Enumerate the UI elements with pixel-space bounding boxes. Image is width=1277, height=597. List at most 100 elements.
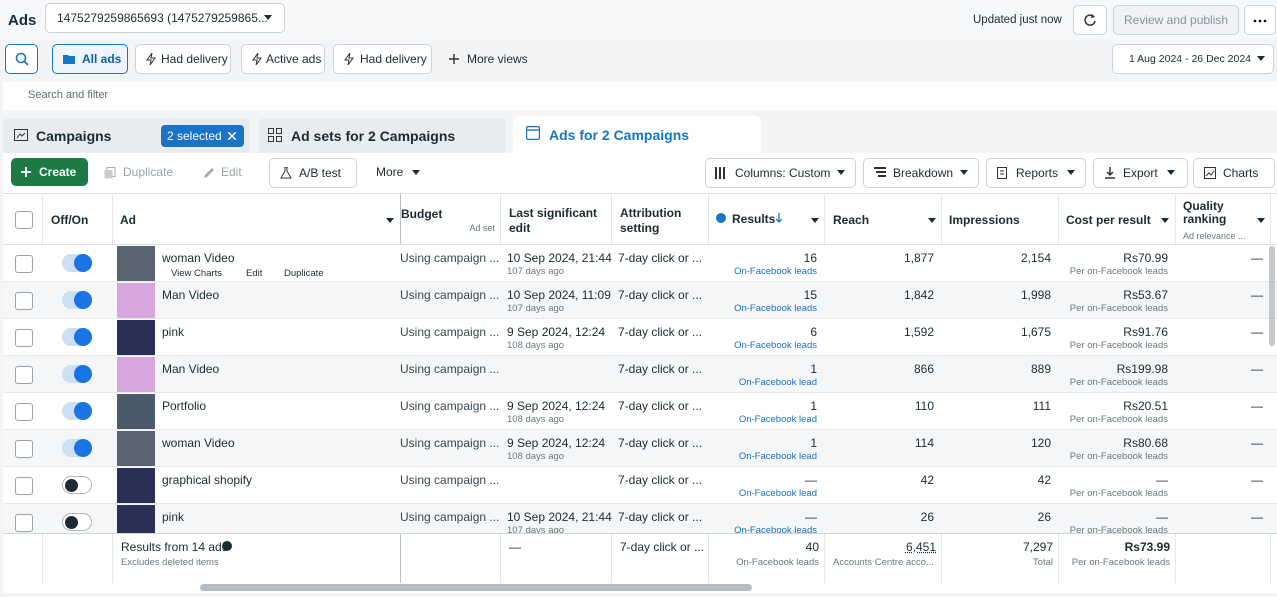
more-menu-button[interactable]: [1244, 5, 1276, 35]
ad-name[interactable]: Man Video: [162, 288, 220, 302]
publish-text: Review and publish: [1124, 13, 1229, 27]
checkbox[interactable]: [15, 292, 33, 310]
ad-name[interactable]: Portfolio: [162, 399, 207, 413]
cost-label: Per on-Facebook leads: [1069, 303, 1168, 314]
cost-value: Rs199.98: [1116, 362, 1168, 376]
vertical-scrollbar[interactable]: [1269, 246, 1275, 346]
tab-ad-sets[interactable]: [259, 118, 506, 153]
charts-button[interactable]: Charts: [1193, 158, 1275, 188]
toggle[interactable]: [62, 365, 92, 383]
quality-value: —: [1251, 399, 1263, 413]
ad-name[interactable]: graphical shopify: [162, 473, 253, 487]
ads-table: Off/On Ad Budget Ad set Last significant edi…: [3, 193, 1277, 583]
budget-cell: Using campaign ...: [400, 288, 500, 302]
checkbox[interactable]: [15, 403, 33, 421]
checkbox[interactable]: [15, 255, 33, 273]
footer-results: 40: [805, 540, 819, 554]
footer-impressions-label: Total: [1032, 557, 1053, 568]
budget-cell: Using campaign ...: [400, 362, 500, 376]
reach-value: 114: [914, 436, 934, 450]
info-icon: [222, 541, 232, 551]
view-active-ads[interactable]: Active ads: [241, 44, 325, 74]
toggle[interactable]: [62, 513, 92, 531]
ad-action[interactable]: View Charts: [171, 268, 223, 279]
button-text: More: [376, 165, 404, 179]
selected-pill[interactable]: 2 selected: [161, 125, 244, 147]
breakdown-icon: [874, 167, 886, 177]
toggle[interactable]: [62, 328, 92, 346]
toggle[interactable]: [62, 476, 92, 494]
ad-name[interactable]: pink: [162, 325, 185, 339]
view-all-ads[interactable]: All ads: [52, 44, 128, 74]
caret: [1067, 170, 1075, 175]
attribution-cell: 7-day click or ...: [618, 362, 703, 376]
more-views[interactable]: More views: [467, 52, 528, 66]
cost-label: Per on-Facebook leads: [1069, 414, 1168, 425]
tab-ads[interactable]: [513, 116, 761, 156]
tab-label: Campaigns: [36, 128, 112, 144]
checkbox[interactable]: [15, 366, 33, 384]
toggle[interactable]: [62, 291, 92, 309]
columns-button[interactable]: Columns: Custom: [705, 158, 856, 188]
ad-name[interactable]: Man Video: [162, 362, 220, 376]
ad-action[interactable]: Duplicate: [284, 268, 324, 279]
dots-icon: [1253, 19, 1267, 23]
table-row: Man Video Using campaign ... 10 Sep 2024, …: [3, 282, 1277, 319]
table-row: Portfolio Using campaign ... 9 Sep 2024, 1…: [3, 393, 1277, 430]
view-had-delivery[interactable]: Had delivery: [135, 44, 231, 74]
view-label: All ads: [82, 52, 122, 66]
view-label: Active ads: [266, 52, 322, 66]
cost-label: Per on-Facebook leads: [1069, 266, 1168, 277]
caret: [412, 170, 420, 175]
budget-cell: Using campaign ...: [400, 473, 500, 487]
edit-button[interactable]: Edit: [193, 158, 256, 188]
checkbox[interactable]: [15, 211, 33, 229]
results-value: 15: [803, 288, 817, 302]
results-label: On-Facebook lead: [738, 451, 817, 462]
checkbox[interactable]: [15, 329, 33, 347]
header-sub: Ad set: [469, 223, 495, 233]
quality-value: —: [1251, 362, 1263, 376]
caret: [1257, 56, 1265, 61]
horizontal-scrollbar[interactable]: [200, 584, 752, 591]
refresh-button[interactable]: [1073, 5, 1107, 35]
last-edit: 10 Sep 2024, 11:09: [507, 288, 611, 302]
ad-thumbnail: [117, 246, 155, 281]
footer-note: Excludes deleted items: [121, 557, 219, 568]
breakdown-button[interactable]: Breakdown: [863, 158, 979, 188]
attribution-cell: 7-day click or ...: [618, 436, 703, 450]
table-row: graphical shopify Using campaign ... 7-day…: [3, 467, 1277, 504]
ad-thumbnail: [117, 320, 155, 355]
publish-button[interactable]: Review and publish: [1113, 5, 1239, 35]
ad-action[interactable]: Edit: [246, 268, 263, 279]
checkbox[interactable]: [15, 440, 33, 458]
toggle-knob: [74, 439, 92, 457]
last-edit-ago: 108 days ago: [507, 340, 565, 351]
ad-name[interactable]: woman Video: [162, 436, 235, 450]
cost-value: Rs80.68: [1123, 436, 1168, 450]
ad-thumbnail: [117, 505, 155, 533]
toggle[interactable]: [62, 439, 92, 457]
account-selector[interactable]: 1475279259865693 (1475279259865...: [45, 3, 285, 33]
budget-cell: Using campaign ...: [400, 325, 500, 339]
reach-value: 26: [920, 510, 934, 524]
search-button[interactable]: [5, 44, 38, 74]
budget-cell: Using campaign ...: [400, 510, 500, 524]
date-picker[interactable]: 1 Aug 2024 - 26 Dec 2024: [1112, 44, 1274, 74]
ad-name[interactable]: pink: [162, 510, 185, 524]
reports-button[interactable]: Reports: [986, 158, 1086, 188]
toggle-knob: [65, 479, 78, 492]
reach-value: 866: [913, 362, 934, 376]
checkbox[interactable]: [15, 477, 33, 495]
caret: [1161, 218, 1169, 223]
toggle[interactable]: [62, 254, 92, 272]
budget-cell: Using campaign ...: [400, 251, 500, 265]
export-icon: [1105, 167, 1115, 179]
search-bar[interactable]: [3, 82, 1277, 110]
checkbox[interactable]: [15, 514, 33, 532]
toggle-knob: [74, 402, 92, 420]
ad-name[interactable]: woman Video: [162, 251, 235, 265]
toggle[interactable]: [62, 402, 92, 420]
view-had-delivery[interactable]: Had delivery: [333, 44, 432, 74]
quality-value: —: [1251, 288, 1263, 302]
